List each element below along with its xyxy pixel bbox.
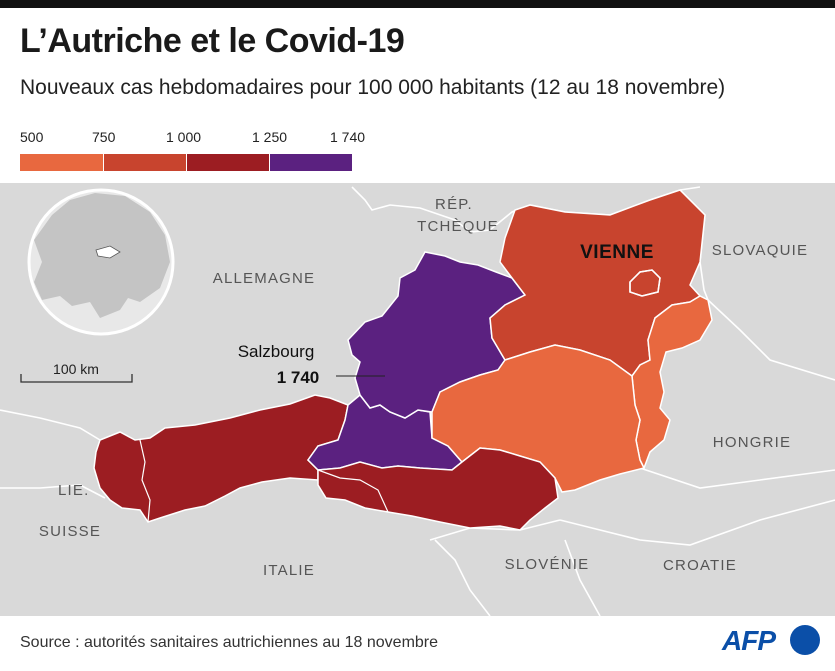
scale-bar: [20, 374, 133, 383]
legend-tick-500: 500: [20, 129, 44, 145]
globe-austria-marker: [95, 245, 121, 259]
label-vienne: VIENNE: [580, 242, 654, 263]
border-switzerland-italy: [0, 484, 106, 499]
border-italy-slovenia: [429, 519, 561, 541]
afp-logo: AFP: [722, 623, 822, 659]
legend-bar-1000-1250: [187, 154, 269, 171]
source-note: Source : autorités sanitaires autrichien…: [20, 634, 439, 651]
label-salzbourg-name: Salzbourg: [238, 342, 315, 361]
label-salzbourg-value: 1 740: [277, 368, 320, 387]
border-slovenia-croatia: [559, 499, 835, 546]
vienna-outline: [629, 269, 661, 297]
austria-map: RÉP. TCHÈQUE ALLEMAGNE SLOVAQUIE HONGRIE…: [0, 183, 835, 616]
color-legend: 500 750 1 000 1 250 1 740: [20, 129, 365, 173]
border-slovenia-croatia-south: [564, 539, 601, 616]
label-allemagne: ALLEMAGNE: [213, 270, 316, 287]
map-subtitle: Nouveaux cas hebdomadaires pour 100 000 …: [20, 76, 726, 99]
border-vorarlberg: [139, 439, 151, 523]
afp-logo-text: AFP: [722, 625, 776, 656]
legend-bar-750-1000: [104, 154, 186, 171]
locator-globe: [27, 188, 175, 336]
legend-bar-500-750: [20, 154, 103, 171]
label-slovaquie: SLOVAQUIE: [712, 242, 808, 259]
label-slovenie: SLOVÉNIE: [505, 556, 590, 573]
border-italy-slovenia-south: [434, 539, 491, 616]
top-rule: [0, 0, 835, 8]
map-title: L’Autriche et le Covid-19: [20, 22, 405, 60]
label-hongrie: HONGRIE: [713, 434, 791, 451]
label-italie: ITALIE: [263, 562, 315, 579]
legend-bar-1250-1740: [270, 154, 352, 171]
label-rep: RÉP.: [435, 196, 473, 213]
label-tcheque: TCHÈQUE: [417, 218, 499, 235]
border-east-tyrol: [317, 469, 389, 513]
label-suisse: SUISSE: [39, 523, 101, 540]
scale-label: 100 km: [53, 361, 99, 377]
legend-tick-1740: 1 740: [330, 129, 366, 145]
region-burgenland: [631, 295, 713, 470]
legend-tick-750: 750: [92, 129, 116, 145]
border-germany-switzerland: [0, 409, 101, 441]
border-slovakia-hungary: [707, 299, 835, 381]
afp-logo-dot: [790, 625, 820, 655]
legend-tick-1000: 1 000: [166, 129, 202, 145]
label-croatie: CROATIE: [663, 557, 737, 574]
label-lie: LIE.: [58, 482, 89, 499]
border-hungary-croatia: [639, 467, 835, 489]
region-carinthia: [317, 447, 559, 531]
legend-tick-1250: 1 250: [252, 129, 288, 145]
